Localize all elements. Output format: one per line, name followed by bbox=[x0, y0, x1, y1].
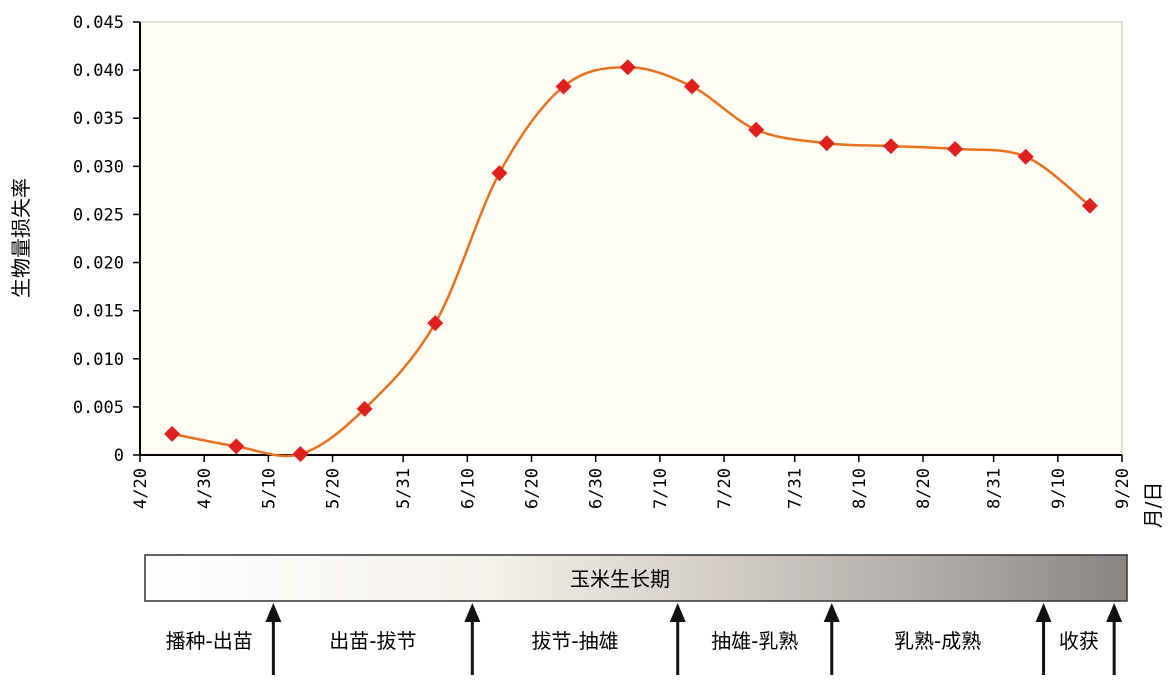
x-tick-label: 8/31 bbox=[985, 468, 1005, 509]
y-tick-label: 0 bbox=[114, 446, 124, 466]
data-point bbox=[882, 138, 899, 155]
stage-arrow-head bbox=[823, 603, 840, 622]
data-point bbox=[164, 425, 181, 442]
x-tick-label: 7/20 bbox=[715, 468, 735, 509]
stage-arrow-head bbox=[464, 603, 481, 622]
data-point bbox=[748, 121, 765, 138]
data-point bbox=[818, 135, 835, 152]
y-tick-label: 0.045 bbox=[73, 13, 124, 33]
x-tick-label: 5/20 bbox=[324, 468, 344, 509]
stage-arrow-head bbox=[265, 603, 282, 622]
x-tick-label: 4/20 bbox=[131, 468, 151, 509]
stage-arrow-head bbox=[1106, 603, 1123, 622]
x-axis-ticks: 4/20 4/30 5/10 5/20 5/31 6/10 6/20 6/30 7/10 7/20… bbox=[131, 455, 1133, 509]
x-tick-label: 8/10 bbox=[850, 468, 870, 509]
y-tick-label: 0.010 bbox=[73, 350, 124, 370]
data-point bbox=[356, 400, 373, 417]
data-point bbox=[1017, 148, 1034, 165]
stage-label: 出苗-拔节 bbox=[329, 629, 416, 653]
series-line bbox=[171, 65, 1091, 458]
data-point bbox=[427, 315, 444, 332]
x-tick-label: 9/20 bbox=[1113, 468, 1133, 509]
data-point bbox=[228, 438, 245, 455]
plot-area bbox=[139, 21, 1123, 456]
x-tick-label: 8/20 bbox=[914, 468, 934, 509]
data-point bbox=[292, 446, 309, 463]
growth-period-bar bbox=[144, 554, 1128, 602]
x-tick-label: 7/10 bbox=[651, 468, 671, 509]
data-point bbox=[619, 59, 636, 76]
x-tick-label: 5/31 bbox=[394, 468, 414, 509]
y-tick-label: 0.015 bbox=[73, 302, 124, 322]
stage-label: 拔节-抽雄 bbox=[531, 629, 618, 653]
x-tick-label: 5/10 bbox=[259, 468, 279, 509]
stage-label: 播种-出苗 bbox=[166, 629, 253, 653]
x-tick-label: 7/31 bbox=[786, 468, 806, 509]
y-axis-label: 生物量损失率 bbox=[9, 178, 33, 298]
data-point bbox=[947, 141, 964, 158]
y-tick-label: 0.035 bbox=[73, 109, 124, 129]
x-tick-label: 9/10 bbox=[1049, 468, 1069, 509]
stage-arrow-head bbox=[1035, 603, 1052, 622]
x-tick-label: 4/30 bbox=[195, 468, 215, 509]
stage-arrows bbox=[265, 603, 1123, 675]
x-tick-label: 6/30 bbox=[587, 468, 607, 509]
stage-labels: 播种-出苗 出苗-拔节 拔节-抽雄 抽雄-乳熟 乳熟-成熟 收获 bbox=[166, 629, 1099, 653]
series-markers bbox=[164, 59, 1098, 463]
data-point bbox=[1081, 197, 1098, 214]
stage-label: 乳熟-成熟 bbox=[894, 629, 981, 653]
growth-period-title: 玉米生长期 bbox=[570, 567, 670, 591]
stage-label: 收获 bbox=[1059, 629, 1099, 653]
data-point bbox=[555, 78, 572, 95]
x-tick-label: 6/10 bbox=[458, 468, 478, 509]
data-point bbox=[683, 78, 700, 95]
y-tick-label: 0.005 bbox=[73, 398, 124, 418]
y-tick-label: 0.020 bbox=[73, 254, 124, 274]
x-tick-label: 6/20 bbox=[523, 468, 543, 509]
y-tick-label: 0.040 bbox=[73, 61, 124, 81]
stage-label: 抽雄-乳熟 bbox=[711, 629, 798, 653]
data-point bbox=[491, 165, 508, 182]
x-axis-label: 月/日 bbox=[1141, 482, 1165, 529]
y-tick-label: 0.025 bbox=[73, 205, 124, 225]
y-tick-label: 0.030 bbox=[73, 157, 124, 177]
y-axis-ticks: 0 0.005 0.010 0.015 0.020 0.025 0.030 0.035 0.04… bbox=[73, 13, 140, 466]
stage-arrow-head bbox=[669, 603, 686, 622]
